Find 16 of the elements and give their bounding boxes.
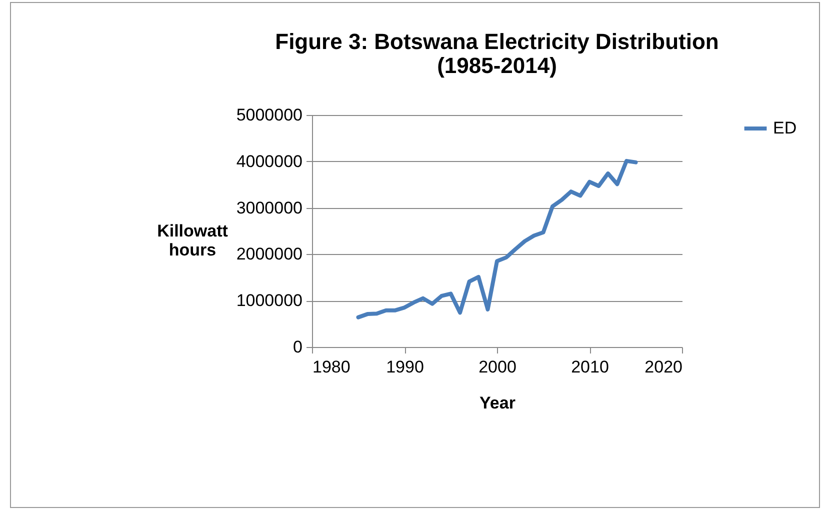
x-tick-label: 1990: [386, 358, 424, 376]
chart-title: Figure 3: Botswana Electricity Distribution (1985-2014): [275, 29, 719, 78]
legend-label: ED: [773, 118, 797, 138]
x-tick-label: 2010: [571, 358, 609, 376]
y-axis-title: Killowatt hours: [157, 222, 228, 260]
y-tick-label: 4000000: [236, 152, 302, 171]
x-axis-title: Year: [480, 394, 516, 412]
line-series: [356, 158, 638, 320]
y-tick-label: 5000000: [236, 106, 302, 124]
x-tick-label: 2000: [478, 358, 516, 376]
y-tick-label: 3000000: [236, 198, 302, 218]
y-tick-label: 1000000: [236, 291, 302, 310]
x-tick-label: 1980: [312, 358, 350, 376]
x-tick-label: 2020: [644, 358, 682, 376]
y-tick-label: 2000000: [236, 244, 302, 264]
y-tick-label: 0: [293, 338, 302, 356]
